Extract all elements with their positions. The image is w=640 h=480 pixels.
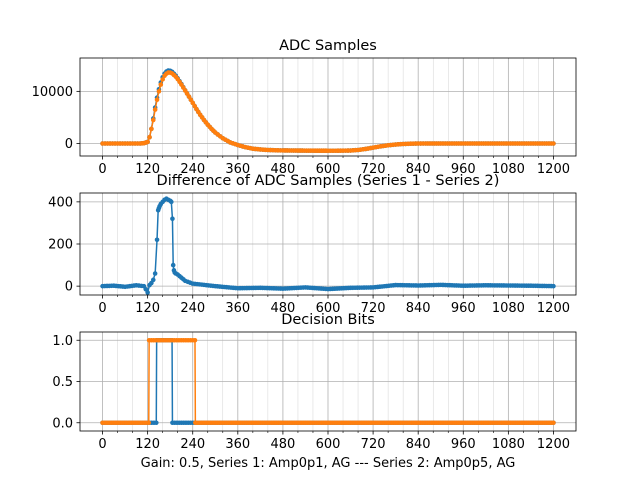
series-2-markers: [100, 70, 556, 154]
data-point: [149, 126, 154, 132]
data-point: [169, 199, 174, 205]
y-tick-label: 200: [48, 238, 73, 253]
x-tick-label: 360: [225, 437, 250, 452]
x-tick-label: 720: [361, 437, 386, 452]
data-point: [152, 271, 158, 276]
data-point: [147, 134, 152, 140]
x-tick-label: 240: [180, 437, 205, 452]
x-tick-label: 1080: [492, 301, 525, 316]
subplots: ADC Samples 0 120 240 360 480 600 720 840 960 1080…: [32, 38, 577, 452]
series-2-markers: [100, 337, 556, 426]
x-tick-label: 120: [135, 437, 160, 452]
data-point: [551, 420, 556, 426]
data-point: [146, 420, 152, 426]
x-tick-label: 360: [225, 162, 250, 177]
x-tick-label: 720: [361, 301, 386, 316]
figure-xlabel: Gain: 0.5, Series 1: Amp0p1, AG --- Seri…: [141, 456, 516, 471]
data-point: [156, 89, 162, 94]
x-tick-label: 1200: [537, 301, 570, 316]
x-tick-label: 0: [98, 437, 106, 452]
data-point: [145, 290, 150, 295]
subplot-title: Decision Bits: [281, 312, 375, 328]
data-point: [192, 337, 198, 343]
x-tick-label: 960: [451, 301, 476, 316]
x-tick-label: 960: [451, 162, 476, 177]
data-point: [170, 262, 176, 268]
x-tick-label: 840: [406, 301, 431, 316]
y-tick-label: 0.5: [52, 375, 73, 390]
x-tick-label: 840: [406, 162, 431, 177]
y-tick-label: 10000: [32, 85, 73, 100]
x-tick-label: 480: [270, 301, 295, 316]
plot-area: [100, 68, 556, 154]
plot-area: [100, 337, 556, 426]
x-tick-label: 960: [451, 437, 476, 452]
x-tick-label: 720: [361, 162, 386, 177]
data-point: [551, 141, 556, 146]
y-tick-label: 0: [65, 280, 73, 295]
x-tick-label: 840: [406, 437, 431, 452]
subplot-1: ADC Samples 0 120 240 360 480 600 720 840 960 1080…: [32, 38, 577, 177]
x-tick-label: 600: [316, 437, 341, 452]
data-point: [158, 82, 164, 87]
y-tick-label: 0: [65, 137, 73, 152]
axes-frame: [79, 57, 577, 157]
data-point: [160, 77, 165, 82]
data-point: [150, 277, 156, 283]
data-point: [170, 216, 175, 222]
x-tick-label: 1080: [492, 437, 525, 452]
x-tick-label: 600: [316, 162, 341, 177]
plot-area: [100, 196, 556, 295]
x-tick-label: 120: [135, 301, 160, 316]
subplot-3: Decision Bits 0 120 240 360 480 600 720 840 960 10…: [52, 312, 577, 452]
x-tick-label: 360: [225, 301, 250, 316]
data-point: [154, 97, 160, 102]
subplot-2: Difference of ADC Samples (Series 1 - Se…: [48, 173, 577, 316]
axes-frame: [79, 331, 577, 432]
x-tick-label: 480: [270, 162, 295, 177]
x-tick-label: 480: [270, 437, 295, 452]
y-tick-label: 1.0: [52, 334, 73, 349]
x-tick-label: 0: [98, 162, 106, 177]
data-point: [152, 107, 158, 112]
x-tick-label: 0: [98, 301, 106, 316]
x-tick-label: 240: [180, 301, 205, 316]
subplot-title: ADC Samples: [279, 38, 377, 54]
x-tick-label: 240: [180, 162, 205, 177]
x-tick-label: 600: [316, 301, 341, 316]
y-tick-label: 400: [48, 195, 73, 210]
x-tick-label: 1080: [492, 162, 525, 177]
x-tick-label: 1200: [537, 162, 570, 177]
data-point: [153, 420, 159, 426]
data-point: [145, 139, 150, 145]
y-tick-label: 0.0: [52, 416, 73, 431]
data-point: [150, 117, 156, 123]
data-point: [551, 283, 556, 289]
series-1-markers: [100, 196, 556, 295]
x-tick-label: 120: [135, 162, 160, 177]
subplot-title: Difference of ADC Samples (Series 1 - Se…: [157, 173, 500, 189]
data-point: [154, 237, 160, 243]
x-tick-label: 1200: [537, 437, 570, 452]
axes-frame: [79, 192, 577, 296]
